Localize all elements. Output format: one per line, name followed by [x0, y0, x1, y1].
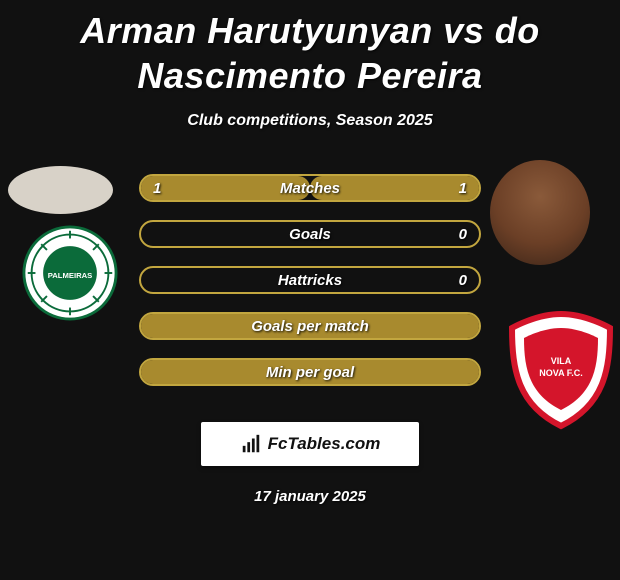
page-title: Arman Harutyunyan vs do Nascimento Perei… [0, 0, 620, 98]
club-right-logo: VILA NOVA F.C. [506, 310, 616, 430]
stat-value-right: 0 [459, 226, 467, 243]
chart-icon [240, 433, 262, 455]
svg-text:VILA: VILA [551, 356, 572, 366]
svg-text:NOVA F.C.: NOVA F.C. [539, 368, 583, 378]
stat-label: Goals [289, 226, 331, 243]
footer-brand-badge: FcTables.com [201, 422, 419, 466]
stat-value-right: 0 [459, 272, 467, 289]
footer-date: 17 january 2025 [0, 488, 620, 505]
stat-label: Hattricks [278, 272, 342, 289]
stat-label: Matches [280, 180, 340, 197]
stat-value-left: 1 [153, 180, 161, 197]
stat-row: 1 1 Matches [139, 174, 481, 202]
stat-label: Min per goal [266, 364, 354, 381]
club-left-logo: PALMEIRAS [22, 225, 118, 321]
stat-row: 0 Hattricks [139, 266, 481, 294]
stat-row: Min per goal [139, 358, 481, 386]
player-left-photo [8, 166, 113, 214]
stat-label: Goals per match [251, 318, 369, 335]
stat-value-right: 1 [459, 180, 467, 197]
footer-brand-text: FcTables.com [268, 434, 381, 454]
player-right-photo [490, 160, 590, 265]
subtitle: Club competitions, Season 2025 [0, 112, 620, 130]
stat-row: 0 Goals [139, 220, 481, 248]
stat-row: Goals per match [139, 312, 481, 340]
svg-text:PALMEIRAS: PALMEIRAS [48, 271, 93, 280]
